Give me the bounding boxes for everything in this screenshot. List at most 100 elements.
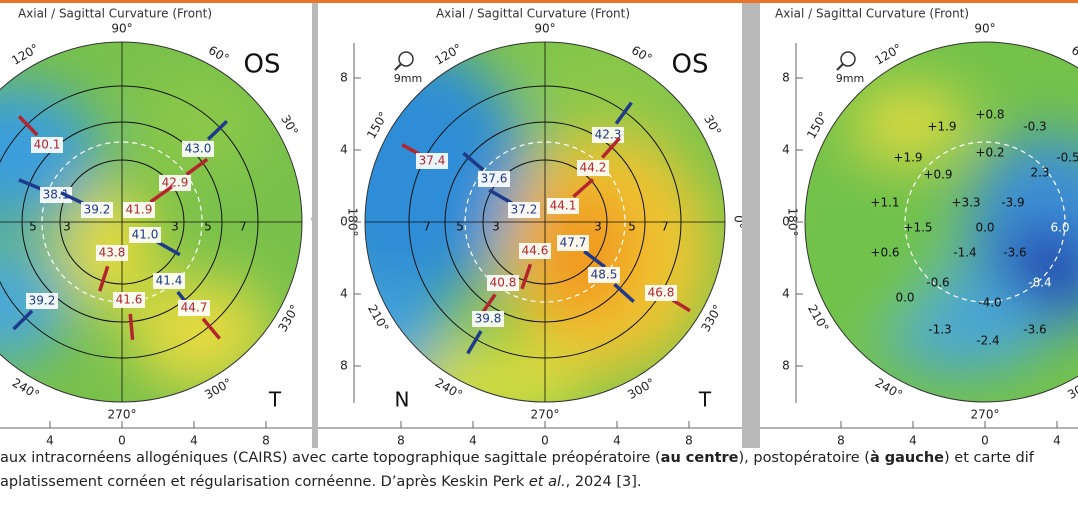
reading-value: 44.2 — [580, 161, 607, 175]
ring-label: 5 — [204, 220, 212, 234]
meridian-mark — [572, 178, 595, 199]
reading-value: 37.4 — [419, 154, 446, 168]
axis-tick-label: 4 — [909, 434, 917, 448]
reading-value: 0.0 — [895, 291, 914, 305]
map-zone — [408, 343, 588, 402]
caption-text: aplatissement cornéen et régularisation … — [0, 474, 529, 490]
axis-tick-label: 8 — [685, 434, 693, 448]
meridian-mark — [12, 309, 34, 331]
meridian-mark — [613, 283, 635, 304]
reading-value: +1.9 — [927, 120, 956, 134]
orientation-label: OS — [244, 50, 281, 80]
reading-box — [547, 198, 579, 214]
zoom-label: 9mm — [394, 72, 422, 85]
caption-text: aux intracornéens allogéniques (CAIRS) a… — [0, 450, 661, 466]
zoom-icon — [836, 63, 844, 71]
axis-tick-label: 4 — [782, 143, 790, 157]
reading-value: -1.4 — [953, 246, 976, 260]
ring-label: 7 — [423, 220, 431, 234]
topography-panel: Axial / Sagittal Curvature (Front)90°120… — [760, 3, 1078, 448]
meridian-mark — [206, 120, 229, 141]
reading-box — [182, 141, 214, 157]
meridian-mark — [98, 265, 110, 292]
reading-value: -0.3 — [1023, 120, 1046, 134]
axis-tick-label: 4 — [46, 434, 54, 448]
meridian-mark — [149, 185, 173, 204]
reading-value: 47.7 — [560, 236, 587, 250]
caption-text: au centre — [660, 450, 739, 466]
reading-value: -1.3 — [928, 323, 951, 337]
reading-box — [123, 202, 155, 218]
reading-value: 2.3 — [1030, 166, 1049, 180]
axis-tick-label: 0 — [782, 215, 790, 229]
zoom-icon — [394, 63, 402, 71]
reading-value: -0.5 — [1056, 151, 1078, 165]
reading-box — [645, 285, 677, 301]
orientation-label: T — [698, 388, 712, 412]
reading-box — [81, 202, 113, 218]
caption-text: et al. — [528, 474, 566, 490]
axis-tick-label: 8 — [262, 434, 270, 448]
orientation-label: N — [395, 388, 410, 412]
axis-tick-label: 0 — [541, 434, 549, 448]
reading-box — [487, 275, 519, 291]
caption: aux intracornéens allogéniques (CAIRS) a… — [0, 448, 1078, 516]
reading-value: 44.7 — [181, 301, 208, 315]
axis-tick-label: 4 — [340, 143, 348, 157]
orientation-label: OS — [672, 50, 709, 80]
panel-title: Axial / Sagittal Curvature (Front) — [436, 7, 630, 21]
axis-tick-label: 0 — [340, 215, 348, 229]
separator — [312, 3, 318, 448]
orientation-label: T — [268, 388, 282, 412]
reading-value: 0.0 — [975, 221, 994, 235]
ring-label: 5 — [29, 220, 37, 234]
reading-box — [129, 227, 161, 243]
reading-box — [96, 245, 128, 261]
meridian-mark — [488, 188, 513, 205]
reading-box — [153, 273, 185, 289]
reading-value: 41.4 — [156, 274, 183, 288]
map-blobs — [365, 43, 713, 402]
reading-value: 6.0 — [1050, 221, 1069, 235]
reading-value: 39.2 — [29, 294, 56, 308]
reading-value: 42.9 — [162, 176, 189, 190]
reading-value: -2.4 — [976, 334, 999, 348]
map-edge — [804, 41, 1078, 403]
degree-label: 0° — [732, 215, 743, 229]
reading-value: -3.6 — [1023, 323, 1046, 337]
reading-value: +1.9 — [893, 151, 922, 165]
degree-label: 90° — [111, 22, 132, 36]
dashed-ring — [904, 141, 1066, 303]
reading-value: 38.1 — [43, 188, 70, 202]
axis-tick-label: 4 — [782, 287, 790, 301]
ring-label: 3 — [492, 220, 500, 234]
reading-box — [577, 160, 609, 176]
axis-tick-label: 4 — [469, 434, 477, 448]
reading-value: 48.5 — [591, 268, 618, 282]
zoom-icon — [840, 51, 856, 67]
meridian-mark — [462, 151, 485, 172]
reading-value: +3.3 — [951, 196, 980, 210]
meridian-mark — [18, 178, 44, 192]
reading-value: 44.1 — [550, 199, 577, 213]
reading-value: 42.3 — [595, 128, 622, 142]
map-zone — [805, 163, 940, 343]
meridian-mark — [156, 240, 181, 257]
caption-line: aplatissement cornéen et régularisation … — [0, 474, 642, 490]
reading-value: 43.8 — [99, 246, 126, 260]
ring-label: 7 — [239, 220, 247, 234]
reading-value: -0.6 — [926, 276, 949, 290]
topography-panel: Axial / Sagittal Curvature (Front)90°120… — [318, 3, 742, 448]
reading-value: +0.6 — [870, 246, 899, 260]
reading-value: +1.1 — [870, 196, 899, 210]
reading-box — [519, 243, 551, 259]
axis-tick-label: 8 — [782, 359, 790, 373]
panel-title: Axial / Sagittal Curvature (Front) — [775, 7, 969, 21]
reading-value: 40.1 — [34, 138, 61, 152]
axis-tick-label: 8 — [340, 359, 348, 373]
caption-line: aux intracornéens allogéniques (CAIRS) a… — [0, 450, 1034, 466]
degree-label: 30° — [701, 113, 724, 138]
degree-label: 30° — [278, 113, 301, 138]
axis-tick-label: 0 — [118, 434, 126, 448]
